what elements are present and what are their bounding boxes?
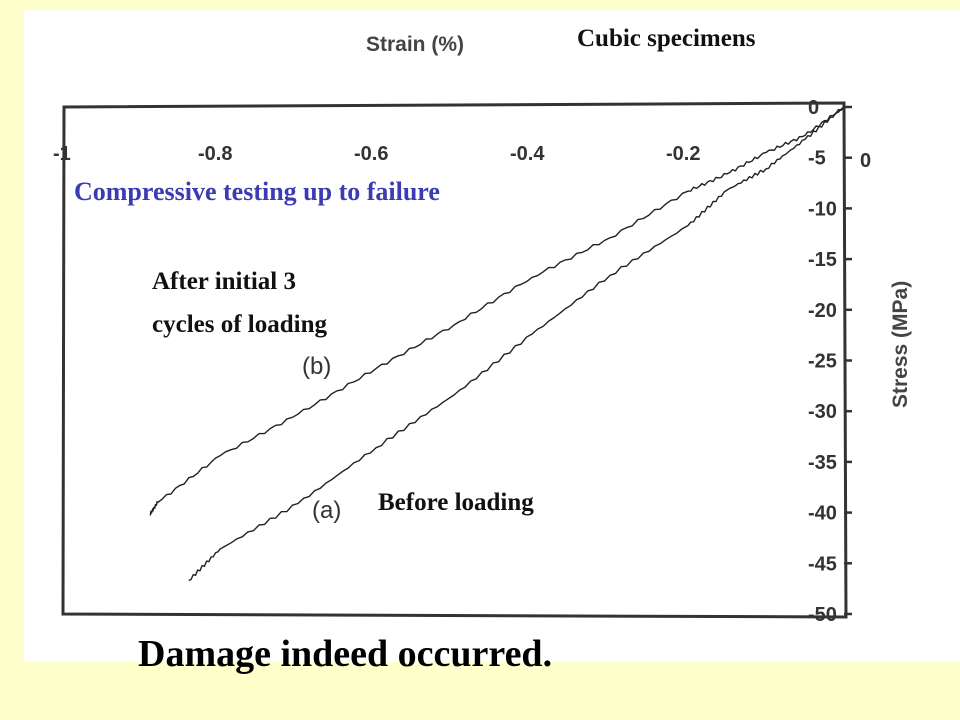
- y-tick-label: -20: [808, 300, 837, 322]
- y-tick-label: -40: [808, 503, 837, 525]
- curve-label-b: (b): [302, 353, 331, 380]
- chart-panel: 0 -5 -10 -15 -20 -25 -30 -35 -40 -45 -50 -1 -0.8 -0.…: [24, 10, 960, 675]
- series-line-b: [149, 106, 845, 516]
- y-tick-label: -45: [808, 553, 837, 575]
- y-tick-label: -30: [808, 401, 837, 423]
- plot-frame: [61, 101, 848, 619]
- annotation-after-loading-line1: After initial 3: [152, 268, 296, 295]
- y-tick-label: -50: [808, 604, 837, 626]
- x-tick-label: -1: [53, 143, 71, 165]
- y-tick-label: -10: [808, 198, 837, 220]
- conclusion-text: Damage indeed occurred.: [138, 633, 553, 675]
- curve-label-a: (a): [312, 497, 341, 524]
- y-tick-label: -5: [808, 148, 826, 170]
- x-tick-label: -0.6: [354, 143, 388, 165]
- y-axis-title: Stress (MPa): [889, 281, 912, 408]
- x-tick-label: -0.2: [666, 143, 700, 165]
- y-tick-label: -25: [808, 351, 837, 373]
- annotation-after-loading-line2: cycles of loading: [152, 311, 327, 338]
- annotation-before-loading: Before loading: [378, 489, 534, 516]
- x-axis-title: Strain (%): [366, 33, 464, 56]
- x-tick-label: 0: [860, 150, 871, 172]
- x-tick-label: -0.8: [198, 143, 232, 165]
- y-tick-label: -35: [808, 452, 837, 474]
- y-tick-label: -15: [808, 249, 837, 271]
- series-line-a: [188, 106, 845, 582]
- annotation-compressive-testing: Compressive testing up to failure: [74, 177, 440, 206]
- chart-title: Cubic specimens: [577, 25, 756, 52]
- x-tick-label: -0.4: [510, 143, 545, 165]
- y-tick-label: 0: [808, 97, 819, 119]
- stress-strain-chart: 0 -5 -10 -15 -20 -25 -30 -35 -40 -45 -50 -1 -0.8 -0.…: [53, 25, 912, 626]
